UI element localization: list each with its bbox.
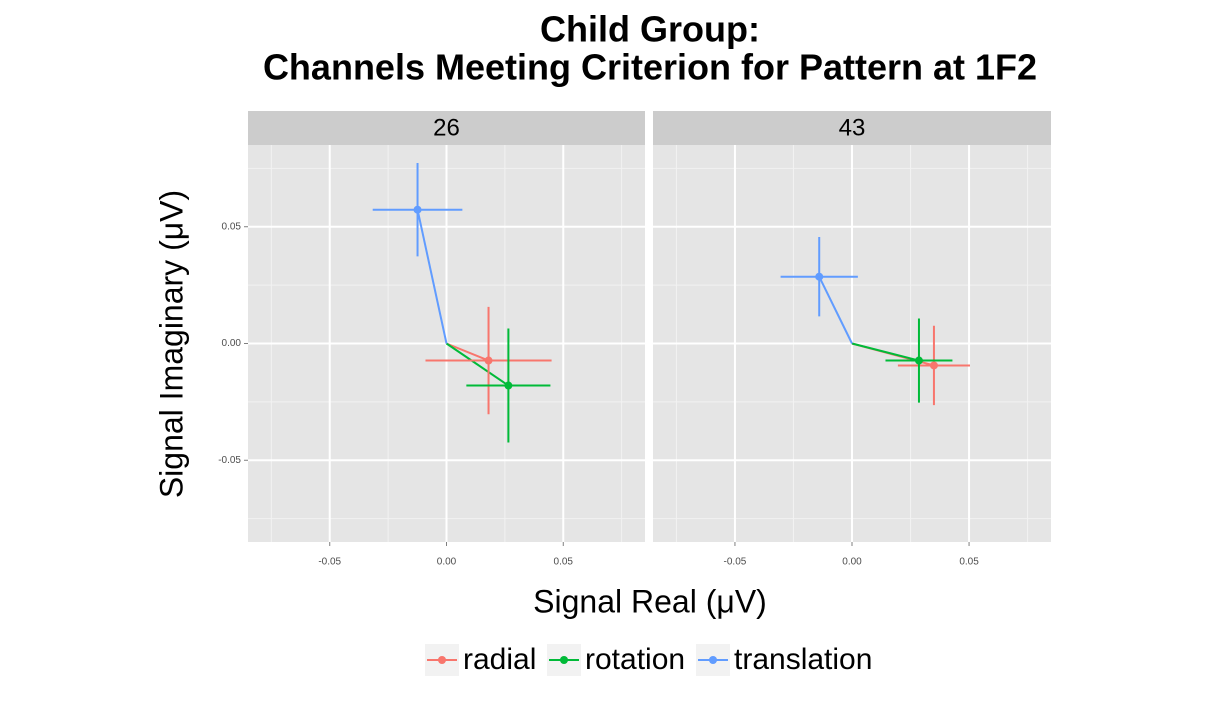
vector-line: [445, 342, 509, 387]
vector-line: [818, 276, 853, 344]
point: [413, 205, 422, 214]
point: [914, 356, 923, 365]
x-tick-label: 0.00: [437, 557, 457, 568]
x-tick-label: 0.05: [959, 557, 979, 568]
x-tick-label: -0.05: [724, 557, 747, 568]
y-tick-label: -0.05: [218, 455, 241, 466]
legend-point: [438, 656, 446, 664]
strip-label: 26: [433, 114, 460, 141]
legend-label: radial: [463, 643, 536, 676]
vector-line: [446, 342, 489, 362]
y-tick-label: 0.00: [222, 338, 242, 349]
chart-title: Child Group:: [540, 9, 760, 50]
strip: [653, 111, 1051, 145]
point: [484, 356, 493, 365]
legend-label: rotation: [585, 643, 685, 676]
x-tick-label: -0.05: [318, 557, 341, 568]
point: [815, 272, 824, 281]
legend-label: translation: [734, 643, 872, 676]
vector-line: [416, 209, 448, 344]
y-axis-title: Signal Imaginary (μV): [153, 190, 189, 498]
strip: [248, 111, 645, 145]
legend-point: [709, 656, 717, 664]
point: [504, 381, 513, 390]
x-axis-title: Signal Real (μV): [533, 583, 767, 619]
chart-title: Channels Meeting Criterion for Pattern a…: [263, 47, 1037, 88]
x-tick-label: 0.00: [842, 557, 862, 568]
legend-point: [560, 656, 568, 664]
point: [929, 361, 938, 370]
y-tick-label: 0.05: [222, 221, 242, 232]
x-tick-label: 0.05: [554, 557, 574, 568]
strip-label: 43: [839, 114, 866, 141]
vector-line: [851, 342, 920, 362]
